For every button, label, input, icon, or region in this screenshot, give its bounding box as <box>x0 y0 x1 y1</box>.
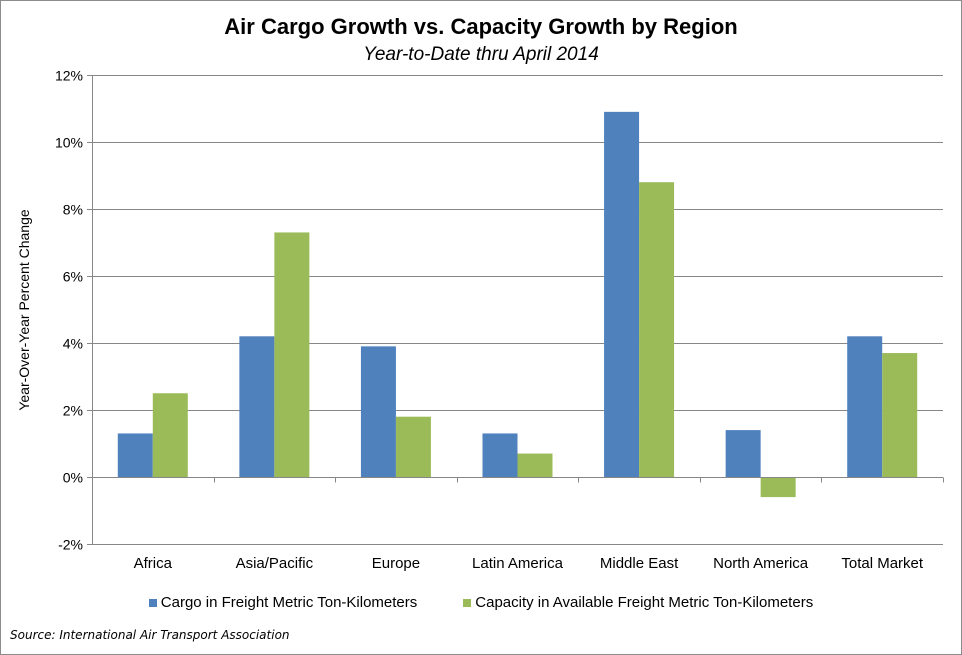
y-tick-label: -2% <box>58 537 83 553</box>
bar-capacity-total-market <box>882 353 918 477</box>
y-tick-label: 2% <box>63 403 83 419</box>
x-tick-labels: Africa Asia/Pacific Europe Latin America Mid… <box>134 555 924 572</box>
x-tick-label: Total Market <box>841 555 924 572</box>
bar-cargo-latin-america <box>482 433 518 477</box>
x-tick-label: Middle East <box>600 555 679 572</box>
source-note: Source: International Air Transport Asso… <box>10 628 290 642</box>
chart-subtitle: Year-to-Date thru April 2014 <box>363 44 599 65</box>
bar-capacity-europe <box>395 416 431 477</box>
axes <box>92 75 944 544</box>
bar-cargo-asia-pacific <box>239 336 275 477</box>
bar-capacity-asia-pacific <box>274 232 310 477</box>
y-tick-label: 6% <box>63 269 83 285</box>
x-tick-label: North America <box>713 555 809 572</box>
y-tick-label: 4% <box>63 336 83 352</box>
bar-cargo-total-market <box>847 336 883 477</box>
y-tick-label: 0% <box>63 470 83 486</box>
bar-capacity-latin-america <box>517 453 553 477</box>
bar-cargo-europe <box>360 346 396 477</box>
y-tick-labels: -2% 0% 2% 4% 6% 8% 10% 12% <box>55 68 83 553</box>
bar-capacity-middle-east <box>639 182 675 477</box>
bar-cargo-middle-east <box>604 111 640 477</box>
legend: Cargo in Freight Metric Ton-Kilometers C… <box>0 594 962 611</box>
chart-title: Air Cargo Growth vs. Capacity Growth by … <box>224 14 738 39</box>
y-axis-label: Year-Over-Year Percent Change <box>16 209 32 411</box>
x-tick-label: Europe <box>372 555 420 572</box>
legend-swatch-cargo <box>148 598 157 607</box>
x-tick-label: Africa <box>134 555 173 572</box>
x-tick-label: Asia/Pacific <box>236 555 314 572</box>
legend-swatch-capacity <box>463 598 472 607</box>
legend-item-cargo: Cargo in Freight Metric Ton-Kilometers <box>148 594 418 611</box>
y-tick-label: 8% <box>63 202 83 218</box>
y-tick-label: 12% <box>55 68 83 84</box>
bar-capacity-africa <box>152 393 188 477</box>
bars <box>117 111 918 498</box>
legend-label-cargo: Cargo in Freight Metric Ton-Kilometers <box>160 594 418 611</box>
bar-cargo-africa <box>117 433 153 477</box>
legend-label-capacity: Capacity in Available Freight Metric Ton… <box>475 594 814 611</box>
bar-cargo-north-america <box>725 430 761 477</box>
y-tick-label: 10% <box>55 135 83 151</box>
legend-item-capacity: Capacity in Available Freight Metric Ton… <box>463 594 813 611</box>
bar-capacity-north-america <box>760 477 796 498</box>
x-tick-label: Latin America <box>472 555 564 572</box>
